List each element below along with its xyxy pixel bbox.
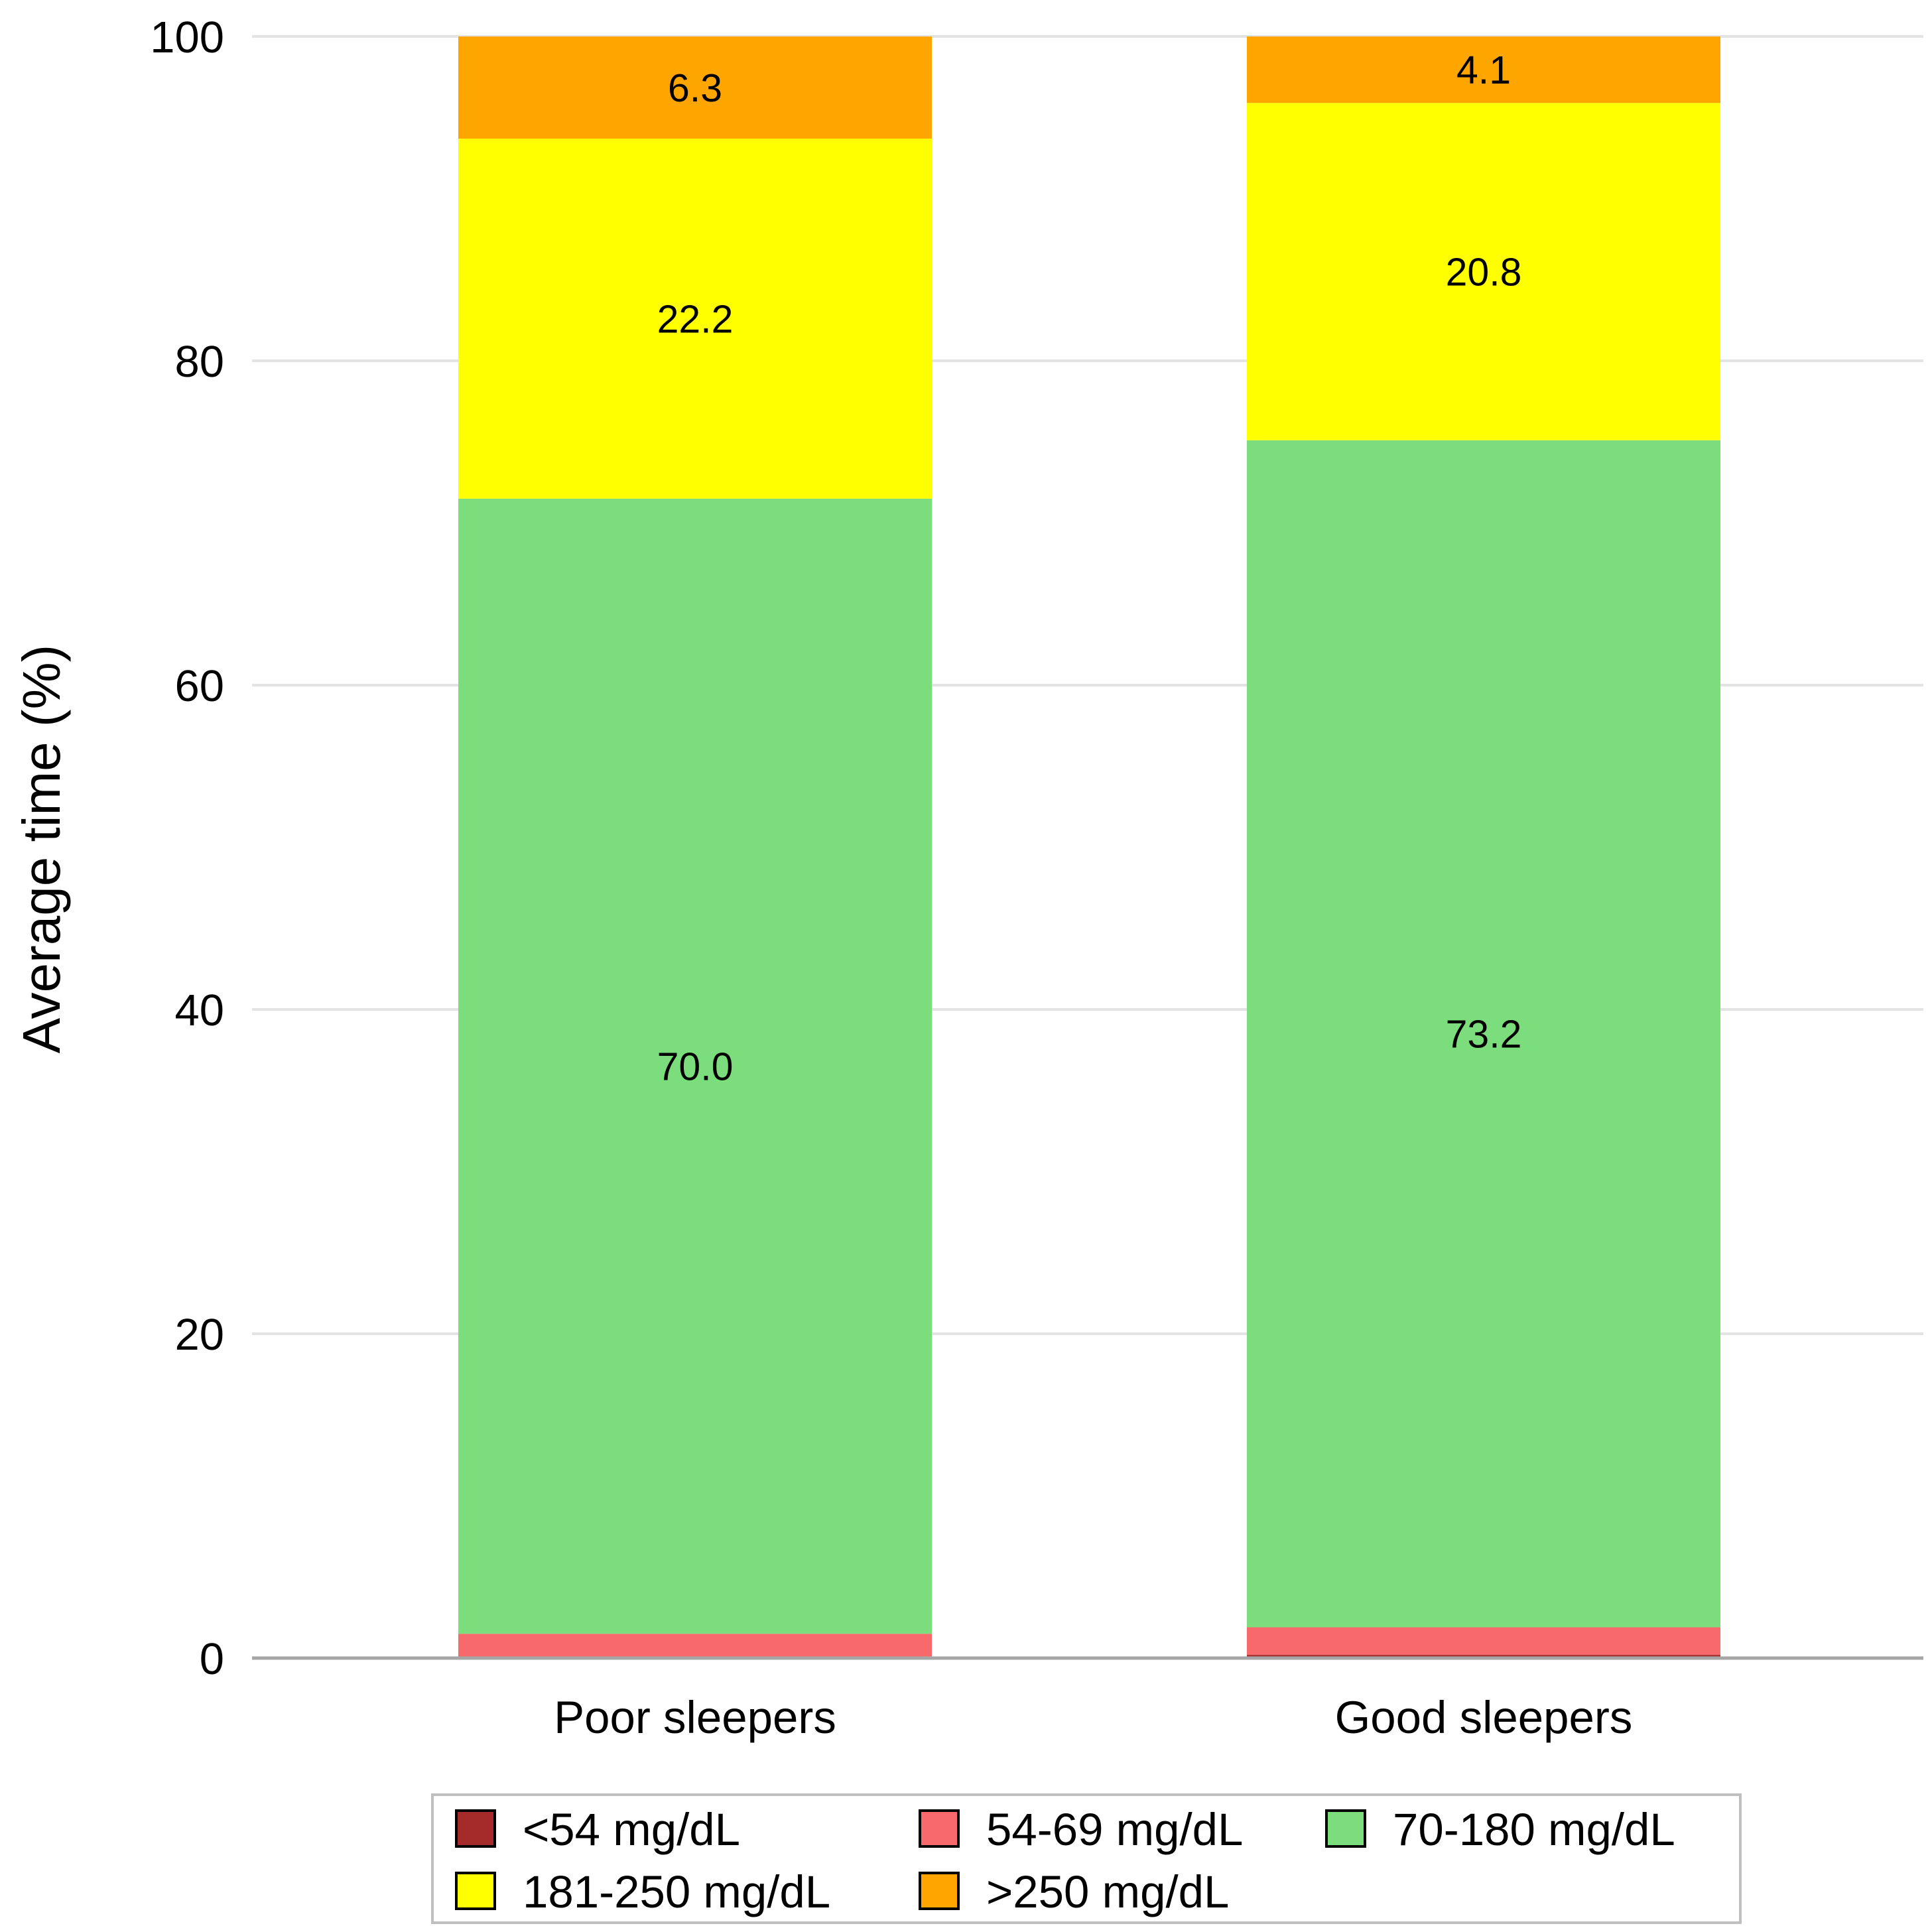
bar-segment xyxy=(1247,1627,1720,1655)
legend-label: 54-69 mg/dL xyxy=(986,1804,1243,1855)
data-label: 4.1 xyxy=(1456,48,1511,92)
legend-label: >250 mg/dL xyxy=(986,1866,1229,1917)
legend: <54 mg/dL 54-69 mg/dL 70-180 mg/dL 181-250 … xyxy=(431,1793,1742,1924)
y-tick-label: 20 xyxy=(174,1310,224,1360)
data-label: 6.3 xyxy=(668,66,722,110)
data-label: 22.2 xyxy=(657,297,734,341)
bar-segment xyxy=(1247,36,1720,103)
bar-segment xyxy=(458,139,932,499)
y-axis-title: Average time (%) xyxy=(12,645,71,1054)
bars xyxy=(458,36,1720,1658)
legend-swatch xyxy=(455,1872,496,1910)
y-tick-label: 0 xyxy=(200,1634,224,1684)
bar-segment xyxy=(458,498,932,1634)
data-labels: 70.0 22.2 6.3 73.2 20.8 4.1 xyxy=(657,48,1522,1088)
data-label: 70.0 xyxy=(657,1045,734,1089)
y-tick-label: 40 xyxy=(174,986,224,1035)
legend-label: <54 mg/dL xyxy=(523,1804,740,1855)
data-label: 73.2 xyxy=(1446,1013,1522,1057)
legend-swatch xyxy=(455,1809,496,1848)
bar-segment xyxy=(1247,103,1720,440)
bar-segment xyxy=(458,36,932,139)
x-tick-label: Poor sleepers xyxy=(554,1692,836,1743)
bar-segment xyxy=(458,1634,932,1657)
axes: 0 20 40 60 80 100 Poor sleepers Good sleepers xyxy=(150,13,1923,1743)
legend-box xyxy=(431,1793,1742,1924)
y-tick-label: 80 xyxy=(174,337,224,387)
y-tick-label: 60 xyxy=(174,661,224,711)
y-tick-label: 100 xyxy=(150,13,224,62)
legend-label: 70-180 mg/dL xyxy=(1393,1804,1675,1855)
x-tick-label: Good sleepers xyxy=(1335,1692,1633,1743)
data-label: 20.8 xyxy=(1446,251,1522,294)
legend-swatch xyxy=(919,1809,960,1848)
bar-segment xyxy=(1247,440,1720,1628)
legend-swatch xyxy=(1325,1809,1366,1848)
legend-label: 181-250 mg/dL xyxy=(523,1866,830,1917)
legend-swatch xyxy=(919,1872,960,1910)
